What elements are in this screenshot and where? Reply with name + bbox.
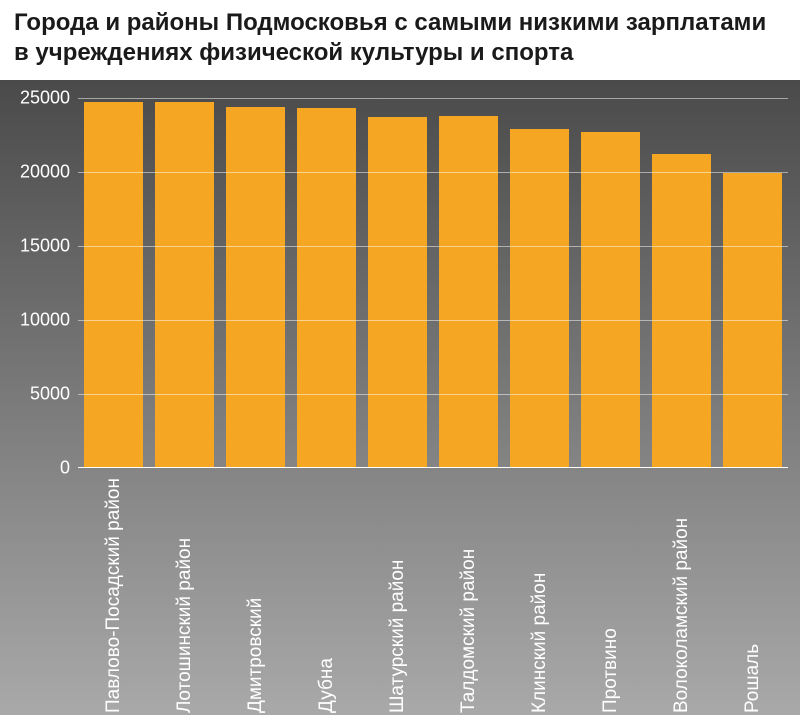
bar-slot bbox=[362, 98, 433, 468]
bar-slot bbox=[78, 98, 149, 468]
x-label-slot: Шатурский район bbox=[362, 478, 433, 717]
y-tick-label: 10000 bbox=[10, 310, 70, 331]
bar bbox=[297, 108, 355, 468]
bar-slot bbox=[575, 98, 646, 468]
bars-container bbox=[78, 98, 788, 468]
x-tick-label: Шатурский район bbox=[387, 478, 409, 717]
x-tick-label: Клинский район bbox=[529, 478, 551, 717]
bar-slot bbox=[717, 98, 788, 468]
y-tick-label: 25000 bbox=[10, 88, 70, 109]
y-tick-label: 20000 bbox=[10, 162, 70, 183]
chart-title: Города и районы Подмосковья с самыми низ… bbox=[0, 0, 800, 80]
bar-slot bbox=[291, 98, 362, 468]
gridline bbox=[78, 246, 788, 247]
bar bbox=[368, 117, 426, 468]
x-label-slot: Дмитровский bbox=[220, 478, 291, 717]
bar-slot bbox=[646, 98, 717, 468]
x-tick-label: Дмитровский bbox=[245, 478, 267, 717]
x-tick-label: Протвино bbox=[600, 478, 622, 717]
x-label-slot: Лотошинский район bbox=[149, 478, 220, 717]
y-tick-label: 0 bbox=[10, 458, 70, 479]
x-tick-label: Дубна bbox=[316, 478, 338, 717]
x-label-slot: Протвино bbox=[575, 478, 646, 717]
y-tick-label: 5000 bbox=[10, 384, 70, 405]
x-axis-labels: Павлово-Посадский район Лотошинский район… bbox=[78, 478, 788, 717]
x-label-slot: Рошаль bbox=[717, 478, 788, 717]
bar bbox=[84, 102, 142, 468]
bar bbox=[155, 102, 213, 468]
chart-area: 0 5000 10000 15000 20000 25000 Павлово-Посадс… bbox=[0, 80, 800, 715]
bar bbox=[510, 129, 568, 468]
bar-slot bbox=[504, 98, 575, 468]
bar-slot bbox=[433, 98, 504, 468]
x-tick-label: Талдомский район bbox=[458, 478, 480, 717]
plot-area bbox=[78, 98, 788, 468]
gridline bbox=[78, 98, 788, 99]
bar bbox=[439, 116, 497, 468]
x-axis-baseline bbox=[78, 467, 788, 468]
x-label-slot: Павлово-Посадский район bbox=[78, 478, 149, 717]
x-tick-label: Рошаль bbox=[742, 478, 764, 717]
x-label-slot: Дубна bbox=[291, 478, 362, 717]
bar bbox=[581, 132, 639, 468]
x-label-slot: Талдомский район bbox=[433, 478, 504, 717]
bar bbox=[226, 107, 284, 468]
bar-slot bbox=[149, 98, 220, 468]
x-tick-label: Лотошинский район bbox=[174, 478, 196, 717]
gridline bbox=[78, 394, 788, 395]
x-tick-label: Павлово-Посадский район bbox=[103, 478, 125, 717]
y-tick-label: 15000 bbox=[10, 236, 70, 257]
x-tick-label: Волоколамский район bbox=[671, 478, 693, 717]
x-label-slot: Волоколамский район bbox=[646, 478, 717, 717]
gridline bbox=[78, 320, 788, 321]
x-label-slot: Клинский район bbox=[504, 478, 575, 717]
bar bbox=[652, 154, 710, 468]
bar-slot bbox=[220, 98, 291, 468]
gridline bbox=[78, 172, 788, 173]
